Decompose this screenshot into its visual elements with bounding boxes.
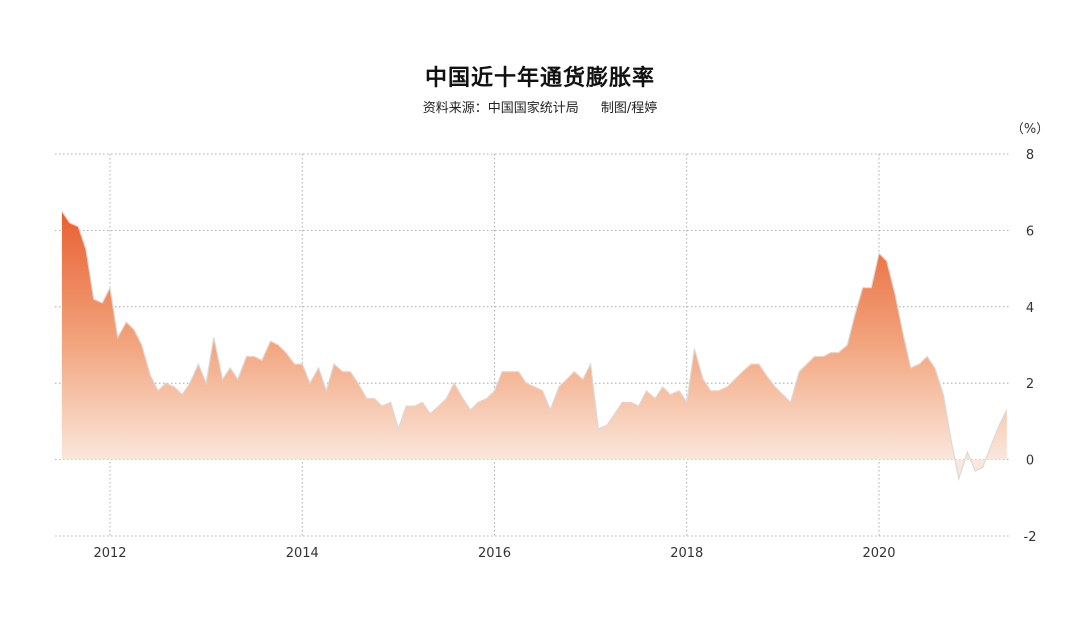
source-note: 资料来源：中国国家统计局 [422,101,579,116]
y-tick-label: 2 [1026,377,1034,392]
y-tick-label: 6 [1026,224,1034,239]
y-tick-label: 4 [1026,301,1034,316]
x-tick-label: 2020 [862,546,895,561]
chart-subtitle: 资料来源：中国国家统计局 制图/程婷 [0,97,1080,116]
y-axis: 8 6 4 2 0 -2 [1024,148,1037,545]
area-layer [61,210,1008,482]
y-tick-label: -2 [1024,530,1037,545]
inflation-area [61,211,1007,479]
y-unit-label: （%） [1011,122,1049,137]
x-axis: 2012 2014 2016 2018 2020 [93,546,895,561]
inflation-line [61,210,1008,482]
y-tick-label: 8 [1026,148,1034,163]
x-tick-label: 2012 [93,546,126,561]
author-note: 制图/程婷 [600,101,658,116]
x-tick-label: 2016 [478,546,511,561]
x-tick-label: 2018 [670,546,703,561]
y-tick-label: 0 [1026,454,1034,469]
x-tick-label: 2014 [286,546,319,561]
chart-title: 中国近十年通货膨胀率 [424,66,655,91]
